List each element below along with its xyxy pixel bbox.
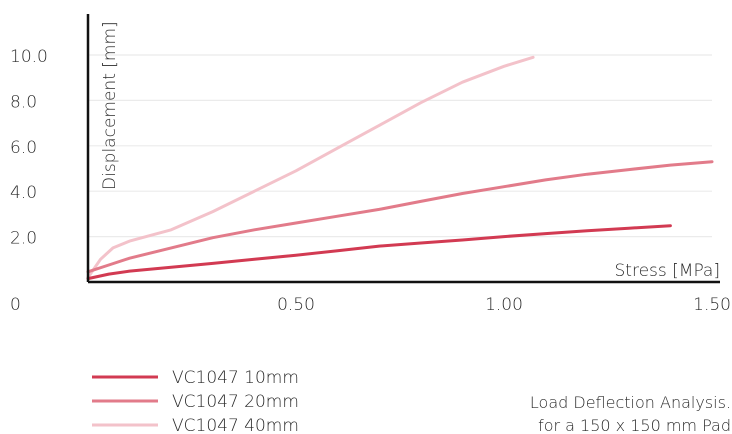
x-tick-labels: 0.50 1.00 1.50 [277,295,731,315]
gridlines [88,54,712,238]
caption-line-2: for a 150 x 150 mm Pad [538,416,731,434]
legend-label-0: VC1047 10mm [172,368,299,388]
x-tick-label-1: 1.00 [485,295,523,315]
y-tick-label-4: 10.0 [10,47,48,67]
legend-label-1: VC1047 20mm [172,392,299,412]
x-tick-label-2: 1.50 [693,295,731,315]
y-tick-label-3: 8.0 [10,92,37,112]
x-tick-label-0: 0.50 [277,295,315,315]
y-axis-label: Displacement [mm] [100,21,120,190]
y-tick-label-1: 4.0 [10,183,37,203]
caption-line-1: Load Deflection Analysis. [530,393,731,412]
legend: VC1047 10mm VC1047 20mm VC1047 40mm [92,368,299,434]
origin-tick-label: 0 [10,295,21,315]
x-axis-label: Stress [MPa] [615,261,721,281]
y-tick-label-0: 2.0 [10,229,37,249]
y-tick-labels: 2.0 4.0 6.0 8.0 10.0 [10,47,48,249]
series-lines [86,55,714,281]
y-tick-label-2: 6.0 [10,138,37,158]
series-line-1 [86,160,714,274]
legend-label-2: VC1047 40mm [172,416,299,434]
series-line-2 [86,55,535,279]
series-line-0 [86,224,672,281]
